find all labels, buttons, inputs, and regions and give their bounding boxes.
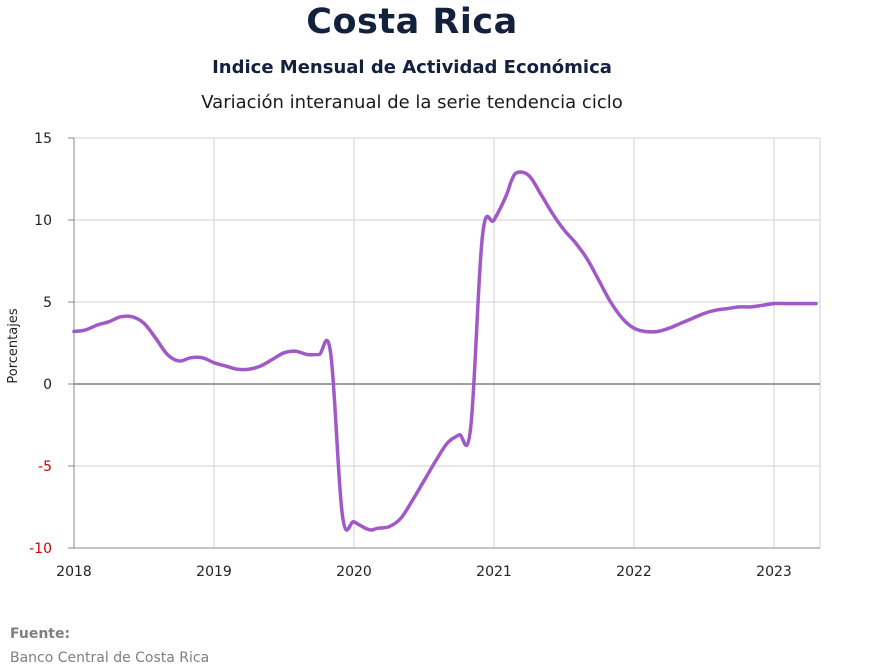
y-tick-label: -5	[38, 459, 52, 475]
x-tick-label: 2023	[756, 564, 792, 580]
y-axis-label: Porcentajes	[6, 308, 21, 383]
source-text: Banco Central de Costa Rica	[10, 650, 210, 666]
series-line	[72, 170, 818, 532]
chart-subtitle: Indice Mensual de Actividad Económica	[212, 57, 612, 78]
x-tick-label: 2022	[616, 564, 652, 580]
x-tick-label: 2019	[196, 564, 232, 580]
chart-description: Variación interanual de la serie tendenc…	[201, 92, 623, 113]
chart-title: Costa Rica	[306, 2, 518, 42]
y-tick-label: 0	[43, 377, 52, 393]
y-tick-label: -10	[29, 541, 52, 557]
x-tick-label: 2020	[336, 564, 372, 580]
grid-layer	[74, 137, 821, 549]
y-tick-label: 15	[34, 131, 52, 147]
x-tick-label: 2021	[476, 564, 512, 580]
y-tick-label: 10	[34, 213, 52, 229]
series-layer	[72, 170, 818, 532]
x-tick-label: 2018	[56, 564, 92, 580]
y-tick-label: 5	[43, 295, 52, 311]
source-label: Fuente:	[10, 626, 71, 642]
